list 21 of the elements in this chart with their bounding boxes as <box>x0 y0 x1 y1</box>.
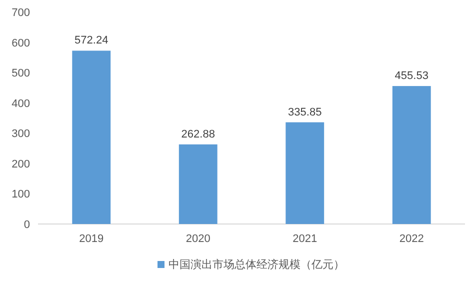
data-label: 262.88 <box>181 128 215 140</box>
data-label: 572.24 <box>74 34 108 47</box>
data-label: 455.53 <box>394 70 428 82</box>
bar <box>286 122 324 224</box>
bar <box>178 144 218 224</box>
y-tick-label: 500 <box>12 68 30 80</box>
bar <box>72 50 111 224</box>
x-tick-label: 2020 <box>186 233 210 245</box>
x-tick-label: 2019 <box>79 233 104 245</box>
x-tick-label: 2022 <box>399 233 424 245</box>
y-tick-label: 100 <box>12 188 30 201</box>
y-tick-label: 400 <box>12 98 30 110</box>
x-tick-label: 2021 <box>292 233 318 245</box>
y-tick-label: 300 <box>12 128 30 140</box>
data-label: 335.85 <box>288 106 322 118</box>
bar <box>392 86 431 224</box>
y-tick-label: 0 <box>24 219 30 231</box>
y-tick-label: 600 <box>12 37 30 50</box>
y-tick-label: 700 <box>12 7 30 19</box>
legend-label: 中国演出市场总体经济规模（亿元） <box>168 258 344 271</box>
y-tick-label: 200 <box>12 158 30 170</box>
